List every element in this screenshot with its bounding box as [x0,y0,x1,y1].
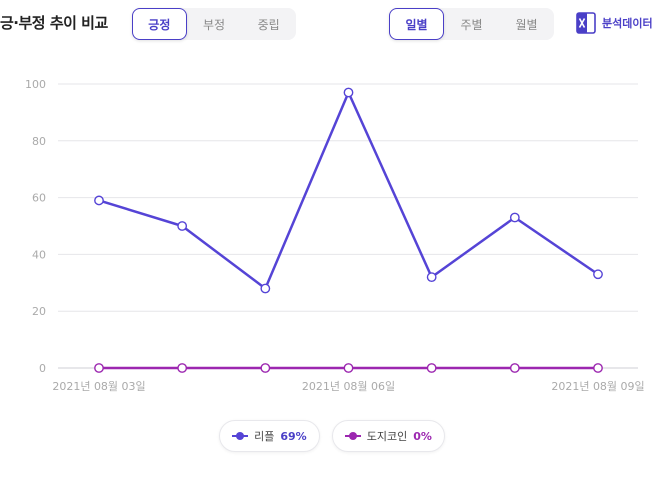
data-point[interactable] [593,363,603,373]
y-tick-label: 40 [32,248,46,261]
period-toggle: 일별 주별 월별 [389,8,554,40]
data-point[interactable] [509,363,520,373]
data-point[interactable] [177,221,188,231]
data-point[interactable] [426,272,437,283]
data-point[interactable] [426,363,437,373]
export-data-button[interactable]: 분석데이터 [576,12,653,34]
legend-percent: 69% [280,429,307,443]
series-line-1 [98,91,599,290]
x-tick-label: 2021년 08월 03일 [52,379,145,393]
data-point[interactable] [343,363,354,373]
legend-label: 도지코인 [366,430,408,443]
legend-label: 리플 [254,430,275,443]
legend-marker-icon [232,431,249,441]
data-point[interactable] [593,269,603,280]
tab-negative[interactable]: 부정 [202,17,226,32]
y-tick-label: 80 [32,135,46,148]
legend-percent: 0% [413,429,432,443]
tab-daily[interactable]: 일별 [389,8,444,40]
x-tick-label: 2021년 08월 06일 [302,379,395,393]
y-tick-label: 100 [25,78,46,91]
data-point[interactable] [260,283,271,294]
data-point[interactable] [94,195,104,206]
legend-item-ripple[interactable]: 리플 69% [219,420,320,452]
data-point[interactable] [343,87,354,98]
data-point[interactable] [509,212,520,223]
tab-neutral[interactable]: 중립 [257,17,280,32]
data-point[interactable] [177,363,188,373]
data-point[interactable] [94,363,104,373]
trend-line-chart: 0 20 40 60 80 100 2021년 08월 03일 2021년 08월 06일 20… [25,78,645,393]
tab-monthly[interactable]: 월별 [515,17,538,32]
tab-positive[interactable]: 긍정 [132,8,187,40]
export-data-label: 분석데이터 [602,17,653,30]
sentiment-toggle: 긍정 부정 중립 [132,8,296,40]
legend-marker-icon [344,431,361,441]
legend-item-dogecoin[interactable]: 도지코인 0% [331,420,445,452]
y-tick-label: 0 [39,362,46,375]
page-title: 긍·부정 추이 비교 [0,14,108,32]
excel-icon [576,12,596,34]
data-point[interactable] [260,363,271,373]
y-tick-label: 20 [32,305,46,318]
chart-legend: 리플 69% 도지코인 0% [0,420,664,452]
y-tick-label: 60 [32,192,46,205]
x-tick-label: 2021년 08월 09일 [551,379,644,393]
tab-weekly[interactable]: 주별 [460,17,483,32]
